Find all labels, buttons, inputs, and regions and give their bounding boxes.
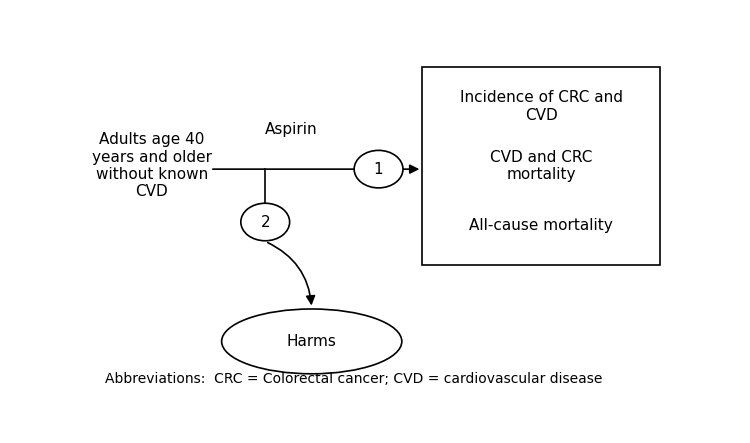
Text: 2: 2	[260, 214, 270, 229]
Text: Incidence of CRC and
CVD: Incidence of CRC and CVD	[460, 90, 622, 123]
Text: Abbreviations:  CRC = Colorectal cancer; CVD = cardiovascular disease: Abbreviations: CRC = Colorectal cancer; …	[105, 372, 603, 386]
Text: Adults age 40
years and older
without known
CVD: Adults age 40 years and older without kn…	[92, 132, 212, 199]
Text: Harms: Harms	[286, 334, 337, 349]
Text: Aspirin: Aspirin	[265, 122, 318, 137]
Ellipse shape	[241, 203, 290, 241]
FancyArrowPatch shape	[268, 243, 314, 304]
Text: 1: 1	[374, 162, 383, 177]
Text: All-cause mortality: All-cause mortality	[470, 218, 614, 233]
Ellipse shape	[354, 150, 403, 188]
Text: CVD and CRC
mortality: CVD and CRC mortality	[490, 150, 592, 182]
Ellipse shape	[222, 309, 402, 374]
Bar	[422, 67, 661, 264]
